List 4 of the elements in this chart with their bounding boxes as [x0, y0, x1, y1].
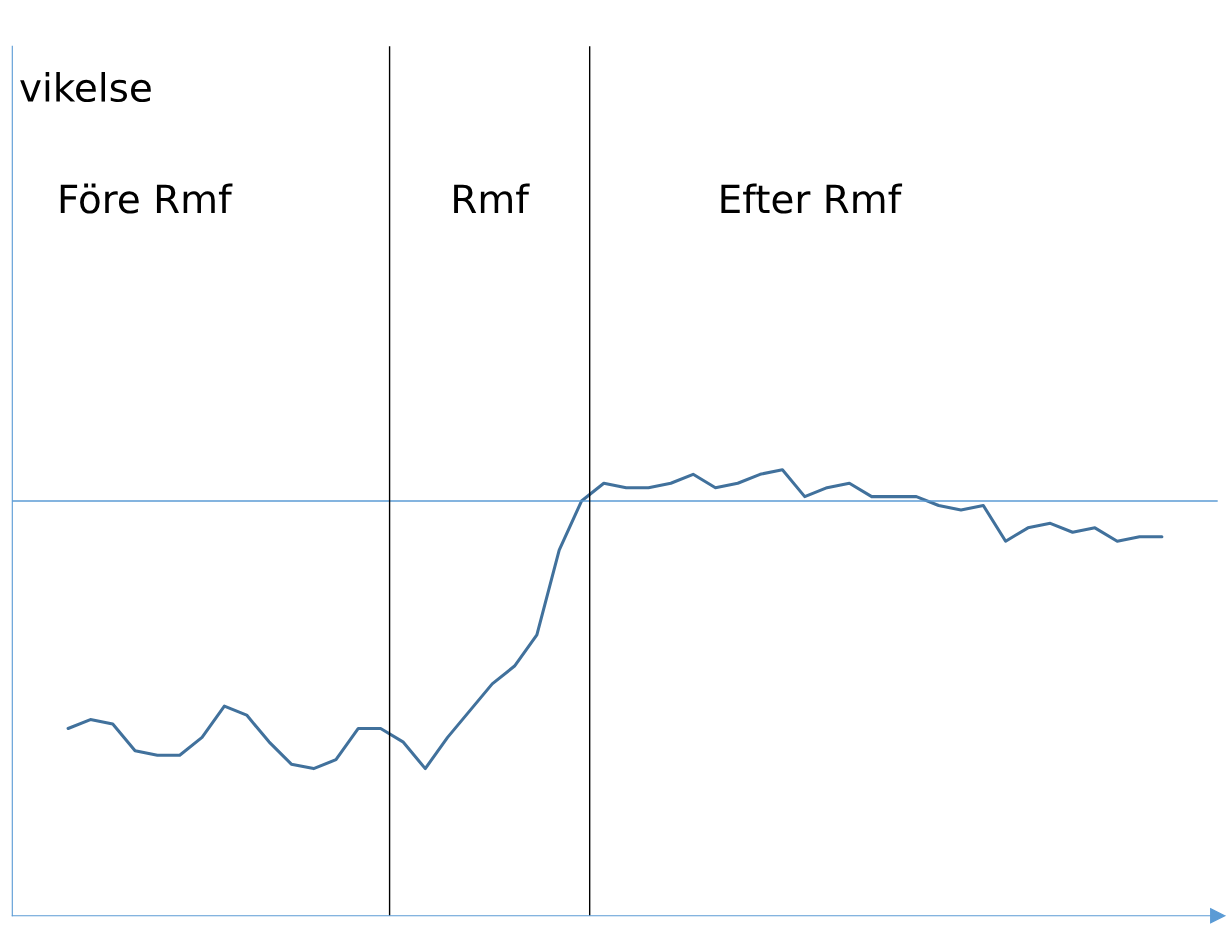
text: Före Rmf: [60, 183, 233, 214]
text: Efter Rmf: [721, 183, 903, 214]
chart-title: vikelse: [20, 72, 151, 103]
text: Rmf: [454, 183, 530, 214]
